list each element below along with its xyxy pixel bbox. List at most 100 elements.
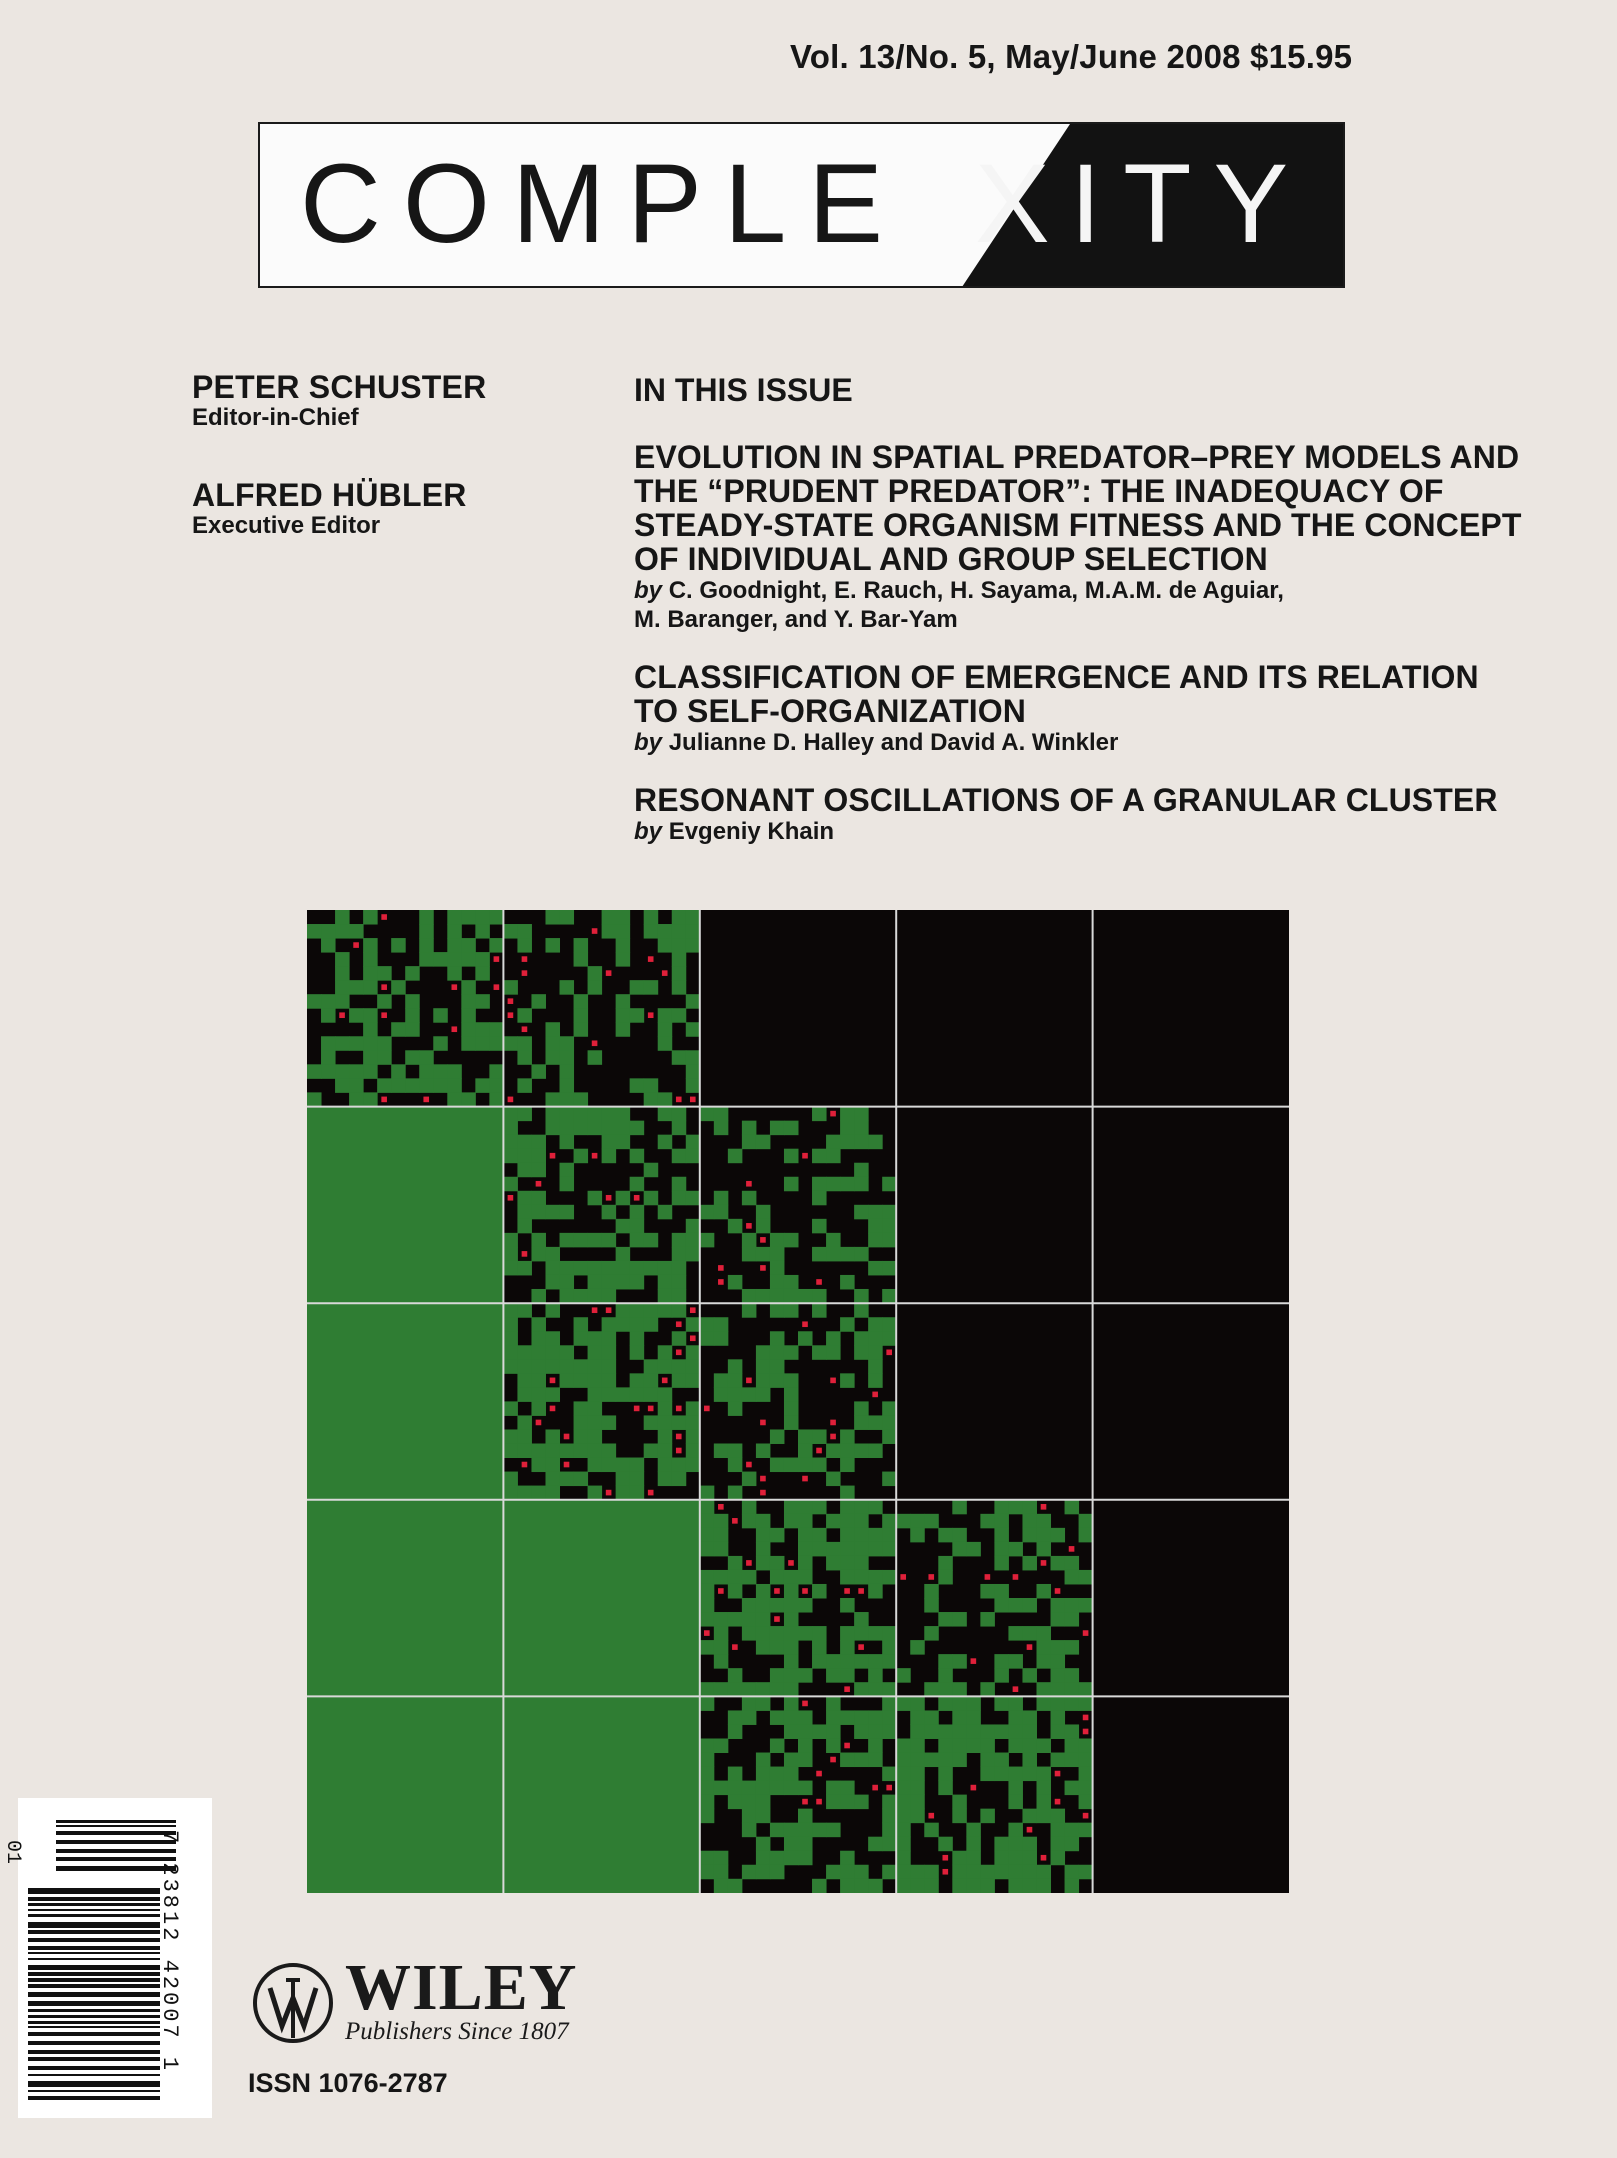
grid-cell <box>699 910 897 1107</box>
grid-cell <box>896 1106 1093 1304</box>
grid-cell-texture <box>896 1499 1094 1697</box>
barcode-bar <box>28 1930 160 1934</box>
author-line: Evgeniy Khain <box>668 818 835 845</box>
barcode-bar <box>28 2096 160 2100</box>
article-entry: EVOLUTION IN SPATIAL PREDATOR–PREY MODEL… <box>634 440 1594 634</box>
barcode-bar <box>28 1984 160 1988</box>
grid-cell <box>896 1303 1093 1500</box>
article-authors: by Evgeniy Khain <box>634 817 1594 846</box>
masthead-graphic: COMPLE X ITY <box>300 124 1343 286</box>
barcode-bar <box>28 2081 160 2087</box>
grid-cell-texture <box>699 1696 897 1893</box>
masthead-title-left: COMPLE <box>300 141 905 266</box>
grid-cell <box>503 1696 700 1893</box>
grid-cell-texture <box>699 1303 897 1501</box>
article-title-line: STEADY-STATE ORGANISM FITNESS AND THE CO… <box>634 507 1522 543</box>
barcode-bar <box>28 1914 160 1917</box>
article-title-line: EVOLUTION IN SPATIAL PREDATOR–PREY MODEL… <box>634 439 1520 475</box>
wiley-logo <box>248 1958 568 2058</box>
grid-cell <box>1092 1499 1289 1697</box>
barcode-bar <box>28 1888 160 1894</box>
barcode <box>18 1798 212 2118</box>
cover-figure-simulation-grid <box>307 910 1289 1893</box>
barcode-bar <box>28 2001 160 2006</box>
article-title: CLASSIFICATION OF EMERGENCE AND ITS RELA… <box>634 660 1594 728</box>
publisher-name: WILEY <box>345 1951 578 2024</box>
barcode-bar <box>28 2009 160 2012</box>
simulation-grid-graphic <box>307 910 1289 1893</box>
grid-cell <box>307 1499 504 1697</box>
barcode-addon: 01 <box>1 1840 24 1865</box>
grid-cell <box>503 1499 700 1697</box>
author-line: C. Goodnight, E. Rauch, H. Sayama, M.A.M… <box>668 577 1284 604</box>
barcode-bar <box>28 1922 160 1928</box>
journal-masthead: COMPLE X ITY <box>258 122 1345 288</box>
grid-cell <box>1092 1106 1289 1304</box>
article-title-line: THE “PRUDENT PREDATOR”: THE INADEQUACY O… <box>634 473 1444 509</box>
editor-name: PETER SCHUSTER <box>192 369 487 405</box>
grid-cell-texture <box>896 1696 1094 1893</box>
barcode-bar <box>28 2074 160 2076</box>
by-label: by <box>634 729 663 756</box>
editor-block-2: ALFRED HÜBLER Executive Editor <box>192 478 467 540</box>
grid-cell <box>1092 1303 1289 1500</box>
masthead-black-wedge <box>962 124 1343 286</box>
barcode-bar <box>28 1938 160 1942</box>
barcode-bar <box>28 1972 160 1976</box>
editor-name: ALFRED HÜBLER <box>192 477 467 513</box>
barcode-bar <box>28 2066 160 2070</box>
barcode-bar <box>28 1958 160 1960</box>
article-entry: CLASSIFICATION OF EMERGENCE AND ITS RELA… <box>634 660 1594 757</box>
barcode-bar <box>56 1820 176 1823</box>
grid-cell-texture <box>503 1106 701 1304</box>
barcode-bars <box>28 1820 176 2100</box>
barcode-bar <box>28 2026 160 2028</box>
author-line: M. Baranger, and Y. Bar-Yam <box>634 606 958 633</box>
article-title-line: CLASSIFICATION OF EMERGENCE AND ITS RELA… <box>634 659 1479 695</box>
article-entry: RESONANT OSCILLATIONS OF A GRANULAR CLUS… <box>634 783 1594 846</box>
barcode-bar <box>28 2032 160 2036</box>
barcode-bar <box>28 1897 160 1901</box>
barcode-bar <box>28 2090 160 2092</box>
barcode-digits: 7 23812 42007 1 <box>157 1830 182 2074</box>
toc-heading: IN THIS ISSUE <box>634 372 853 408</box>
article-title-line: TO SELF-ORGANIZATION <box>634 693 1026 729</box>
masthead-title-x: X <box>975 141 1050 266</box>
barcode-bar <box>56 1857 176 1861</box>
grid-cell <box>1092 910 1289 1107</box>
grid-cell <box>307 1106 504 1304</box>
barcode-bar <box>56 1840 176 1844</box>
barcode-bar <box>28 2057 160 2061</box>
article-title: EVOLUTION IN SPATIAL PREDATOR–PREY MODEL… <box>634 440 1594 576</box>
by-label: by <box>634 818 663 845</box>
barcode-bar <box>28 1965 160 1970</box>
barcode-bar <box>28 2050 160 2054</box>
barcode-bar <box>28 2041 160 2045</box>
by-label: by <box>634 577 663 604</box>
issue-info: Vol. 13/No. 5, May/June 2008 $15.95 <box>790 38 1353 75</box>
barcode-bar <box>56 1866 176 1871</box>
grid-cell <box>307 1696 504 1893</box>
grid-cell-texture <box>307 910 504 1107</box>
article-authors: by C. Goodnight, E. Rauch, H. Sayama, M.… <box>634 576 1594 634</box>
masthead-title-right: ITY <box>1070 141 1310 266</box>
barcode-bar <box>28 1952 160 1954</box>
grid-cell <box>1092 1696 1289 1893</box>
barcode-bar <box>28 1909 160 1911</box>
publisher-tagline: Publishers Since 1807 <box>345 2018 569 2045</box>
editor-block-1: PETER SCHUSTER Editor-in-Chief <box>192 370 486 432</box>
editor-role: Executive Editor <box>192 512 381 539</box>
barcode-bar <box>28 1978 160 1982</box>
grid-cell-texture <box>503 910 701 1107</box>
article-title-line: RESONANT OSCILLATIONS OF A GRANULAR CLUS… <box>634 782 1498 818</box>
barcode-bar <box>56 1849 176 1853</box>
editor-role: Editor-in-Chief <box>192 404 359 431</box>
issn: ISSN 1076-2787 <box>248 2068 448 2098</box>
grid-cell <box>896 910 1093 1107</box>
barcode-bar <box>28 1946 160 1950</box>
barcode-bar <box>28 2021 160 2024</box>
wiley-emblem-icon <box>253 1963 333 2043</box>
barcode-bar <box>56 1831 176 1835</box>
author-line: Julianne D. Halley and David A. Winkler <box>668 729 1119 756</box>
grid-cell-texture <box>503 1303 701 1501</box>
